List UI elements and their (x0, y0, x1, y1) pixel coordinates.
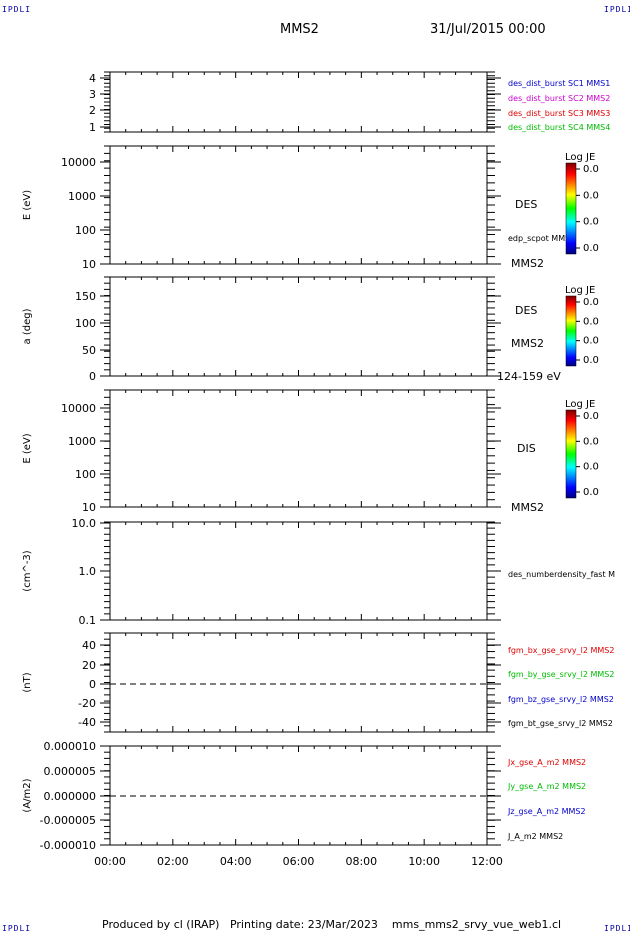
x-tick-label: 00:00 (94, 855, 126, 868)
series-label: des_dist_burst SC4 MMS4 (508, 123, 610, 132)
colorbar-tick-label: 0.0 (583, 243, 599, 254)
y-axis-label: E (eV) (22, 433, 33, 463)
series-label: fgm_bt_gse_srvy_l2 MMS2 (508, 719, 613, 728)
series-label: edp_scpot MMS2 (508, 234, 575, 243)
y-tick-label: 0.000010 (44, 740, 97, 753)
y-tick-label: 100 (75, 317, 96, 330)
y-axis-label: (A/m2) (22, 778, 33, 812)
y-tick-label: 0 (89, 370, 96, 383)
series-label: des_dist_burst SC1 MMS1 (508, 79, 610, 88)
panel-frame-bfield (109, 632, 488, 733)
y-tick-label: 10 (82, 258, 96, 271)
colorbar-tick-label: 0.0 (583, 316, 599, 327)
y-tick-label: -20 (78, 697, 96, 710)
y-tick-label: -0.000010 (40, 839, 96, 852)
corner-tag-top-left: IPDLI (2, 5, 32, 14)
series-label: J_A_m2 MMS2 (507, 832, 563, 841)
y-axis-label: E (eV) (22, 190, 33, 220)
panel-frame-dis-energy (109, 389, 488, 508)
x-tick-label: 10:00 (408, 855, 440, 868)
series-label: MMS2 (511, 337, 544, 350)
series-label: DES (515, 198, 537, 211)
series-label: fgm_by_gse_srvy_l2 MMS2 (508, 670, 614, 679)
colorbar-tick-label: 0.0 (583, 164, 599, 175)
y-tick-label: 4 (89, 72, 96, 85)
x-tick-label: 12:00 (471, 855, 503, 868)
series-label: fgm_bx_gse_srvy_l2 MMS2 (508, 646, 614, 655)
date-title: 31/Jul/2015 00:00 (430, 22, 546, 37)
series-label: fgm_bz_gse_srvy_l2 MMS2 (508, 695, 614, 704)
y-tick-label: 0.000000 (44, 790, 97, 803)
y-tick-label: 10 (82, 501, 96, 514)
series-label: Jz_gse_A_m2 MMS2 (507, 807, 586, 816)
panel-frame-burst (109, 71, 488, 133)
colorbar-tick-label: 0.0 (583, 411, 599, 422)
y-tick-label: 20 (82, 659, 96, 672)
colorbar-tick-label: 0.0 (583, 355, 599, 366)
y-tick-label: 0.000005 (44, 765, 97, 778)
panel-sub-label: MMS2 (511, 257, 544, 270)
series-label: DES (515, 304, 537, 317)
mission-title: MMS2 (280, 22, 319, 37)
corner-tag-bottom-right: IPDLI (604, 924, 630, 933)
colorbar (565, 295, 577, 367)
panel-frame-des-energy (109, 145, 488, 265)
y-tick-label: 1 (89, 121, 96, 134)
series-label: Jy_gse_A_m2 MMS2 (507, 782, 586, 791)
y-tick-label: 40 (82, 639, 96, 652)
colorbar-tick-label: 0.0 (583, 217, 599, 228)
x-tick-label: 06:00 (283, 855, 315, 868)
colorbar-title: Log JE (565, 285, 595, 296)
panel-sub-label: MMS2 (511, 501, 544, 514)
y-tick-label: 1000 (68, 190, 96, 203)
colorbar-title: Log JE (565, 399, 595, 410)
x-tick-label: 08:00 (345, 855, 377, 868)
panel-frame-density (109, 521, 488, 621)
corner-tag-top-right: IPDLI (604, 5, 630, 14)
y-axis-label: (nT) (22, 672, 33, 692)
series-label: des_dist_burst SC3 MMS3 (508, 109, 610, 118)
footer-credits: Produced by cl (IRAP) Printing date: 23/… (102, 918, 562, 931)
y-tick-label: 1000 (68, 435, 96, 448)
y-tick-label: 10000 (61, 402, 96, 415)
colorbar (565, 162, 577, 255)
y-tick-label: -0.000005 (40, 814, 96, 827)
x-tick-label: 02:00 (157, 855, 189, 868)
colorbar-tick-label: 0.0 (583, 487, 599, 498)
y-tick-label: 1.0 (79, 565, 97, 578)
y-tick-label: 0.1 (79, 614, 97, 627)
y-tick-label: 100 (75, 468, 96, 481)
y-tick-label: 3 (89, 88, 96, 101)
y-tick-label: 10.0 (72, 517, 97, 530)
series-label: DIS (517, 442, 536, 455)
y-tick-label: 2 (89, 104, 96, 117)
series-label: des_numberdensity_fast M (508, 570, 615, 579)
panel-frame-des-pitch (109, 276, 488, 377)
panel-sub-label: 124-159 eV (497, 370, 561, 383)
series-label: Jx_gse_A_m2 MMS2 (507, 758, 586, 767)
y-tick-label: 100 (75, 224, 96, 237)
colorbar-tick-label: 0.0 (583, 336, 599, 347)
colorbar-tick-label: 0.0 (583, 436, 599, 447)
corner-tag-bottom-left: IPDLI (2, 924, 32, 933)
y-tick-label: -40 (78, 716, 96, 729)
y-tick-label: 0 (89, 678, 96, 691)
colorbar-tick-label: 0.0 (583, 297, 599, 308)
y-axis-label: (cm^-3) (22, 550, 33, 591)
y-tick-label: 50 (82, 344, 96, 357)
x-tick-label: 04:00 (220, 855, 252, 868)
series-label: des_dist_burst SC2 MMS2 (508, 94, 610, 103)
colorbar-tick-label: 0.0 (583, 462, 599, 473)
colorbar-title: Log JE (565, 152, 595, 163)
colorbar-tick-label: 0.0 (583, 190, 599, 201)
y-tick-label: 10000 (61, 156, 96, 169)
y-tick-label: 150 (75, 290, 96, 303)
y-axis-label: a (deg) (22, 308, 33, 344)
colorbar (565, 409, 577, 499)
